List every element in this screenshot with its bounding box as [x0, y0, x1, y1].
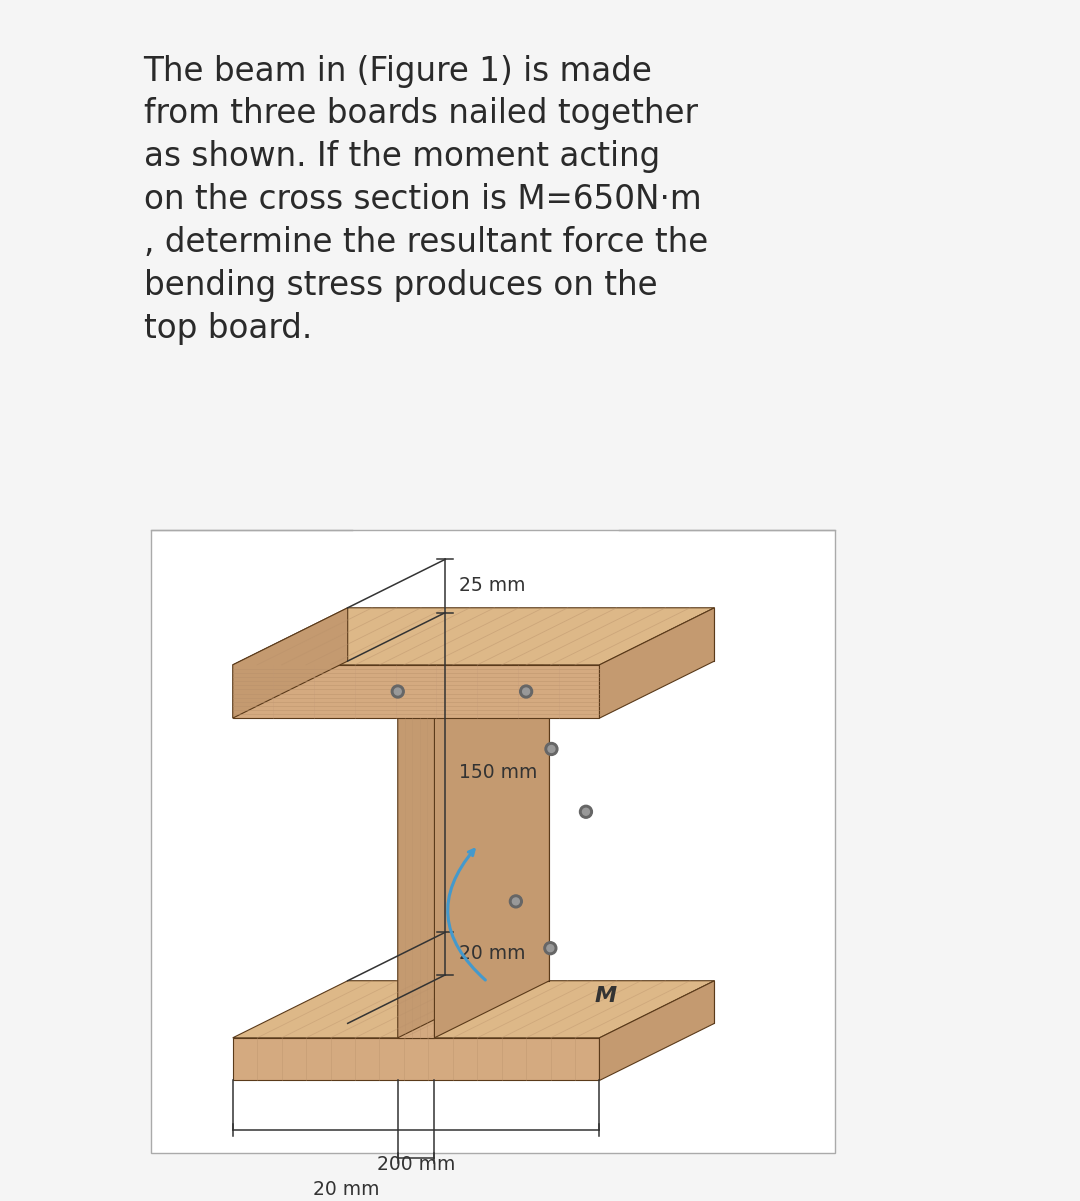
Bar — [151, 531, 836, 1153]
Text: 25 mm: 25 mm — [459, 576, 526, 596]
Polygon shape — [599, 981, 715, 1081]
Polygon shape — [397, 661, 513, 1038]
Polygon shape — [434, 661, 550, 1038]
Text: The beam in (Figure 1) is made
from three boards nailed together
as shown. If th: The beam in (Figure 1) is made from thre… — [144, 54, 707, 345]
Circle shape — [512, 898, 519, 904]
Polygon shape — [513, 661, 550, 981]
Text: M: M — [594, 986, 617, 1006]
Circle shape — [544, 942, 557, 955]
Circle shape — [394, 688, 402, 695]
Polygon shape — [397, 718, 434, 1038]
Polygon shape — [232, 981, 715, 1038]
Circle shape — [548, 746, 555, 753]
Text: 150 mm: 150 mm — [459, 763, 538, 782]
Text: 20 mm: 20 mm — [313, 1179, 380, 1199]
Circle shape — [545, 742, 558, 755]
Polygon shape — [232, 1038, 599, 1081]
Text: 20 mm: 20 mm — [459, 944, 526, 963]
Circle shape — [582, 808, 590, 815]
Polygon shape — [348, 981, 715, 1023]
Circle shape — [523, 688, 529, 695]
Text: 200 mm: 200 mm — [377, 1155, 456, 1173]
Polygon shape — [599, 608, 715, 718]
Circle shape — [519, 685, 532, 698]
Polygon shape — [232, 665, 599, 718]
Circle shape — [580, 806, 593, 818]
Circle shape — [391, 685, 404, 698]
Polygon shape — [348, 608, 715, 661]
Circle shape — [510, 895, 523, 908]
Circle shape — [546, 945, 554, 951]
Polygon shape — [232, 608, 715, 665]
Polygon shape — [232, 608, 348, 718]
